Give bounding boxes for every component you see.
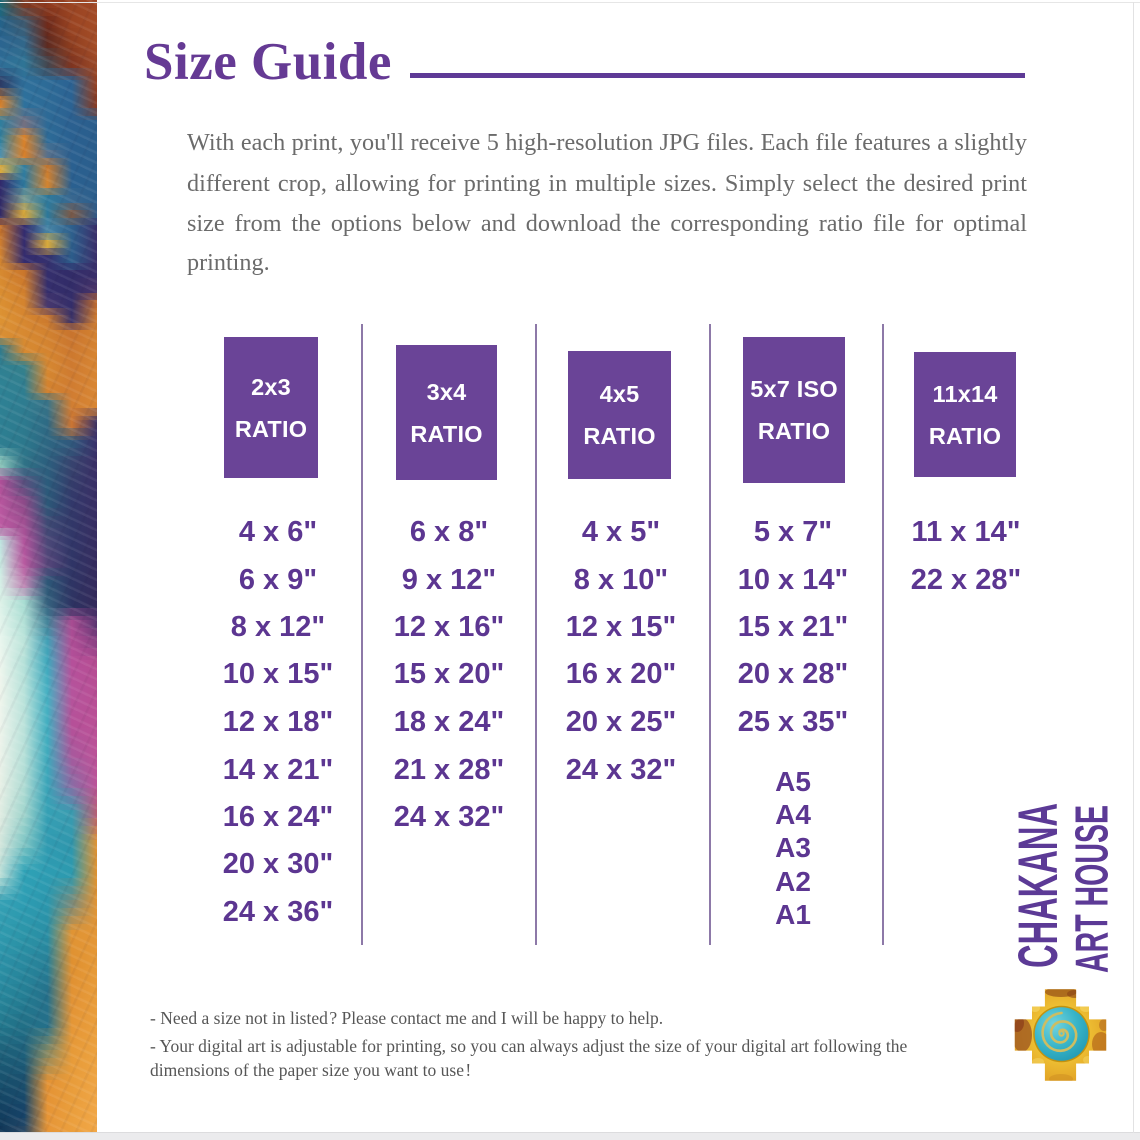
- svg-text:ART HOUSE: ART HOUSE: [1066, 805, 1118, 973]
- svg-text:CHAKANA: CHAKANA: [1006, 803, 1069, 968]
